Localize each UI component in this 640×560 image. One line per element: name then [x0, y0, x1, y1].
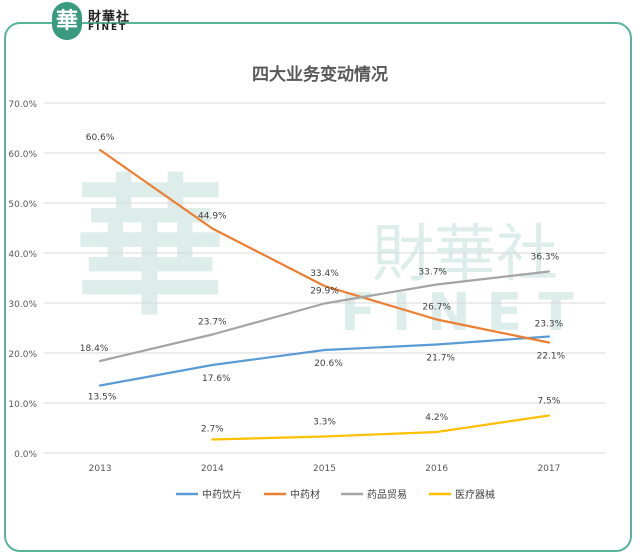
x-tick-label: 2017 — [537, 464, 560, 474]
data-label: 21.7% — [426, 354, 455, 364]
data-label: 23.7% — [198, 318, 227, 328]
y-tick-label: 20.0% — [8, 350, 37, 360]
data-label: 33.4% — [310, 269, 339, 279]
logo-name-cn: 財華社 — [88, 10, 131, 25]
series-line-4 — [211, 414, 550, 441]
data-label: 36.3% — [531, 253, 560, 263]
data-label: 17.6% — [202, 374, 231, 384]
legend-label[interactable]: 中药饮片 — [202, 488, 242, 501]
y-tick-label: 70.0% — [8, 100, 37, 110]
y-tick-label: 10.0% — [8, 400, 37, 410]
watermark-mark: 華 — [75, 160, 225, 336]
data-label: 60.6% — [86, 133, 115, 143]
data-label: 7.5% — [537, 397, 560, 407]
x-tick-label: 2014 — [201, 464, 224, 474]
x-tick-label: 2016 — [425, 464, 448, 474]
legend-label[interactable]: 药品贸易 — [367, 489, 407, 501]
legend-label[interactable]: 中药材 — [290, 488, 320, 501]
x-tick-label: 2015 — [313, 464, 336, 474]
data-label: 20.6% — [314, 359, 343, 369]
y-tick-label: 60.0% — [8, 150, 37, 160]
logo-mark: 華 — [52, 2, 82, 40]
data-label: 33.7% — [418, 268, 447, 278]
y-tick-label: 40.0% — [8, 250, 37, 260]
series-line-2 — [99, 148, 550, 344]
x-tick-label: 2013 — [89, 464, 112, 474]
data-label: 26.7% — [422, 303, 451, 313]
data-label: 13.5% — [88, 393, 117, 403]
legend-label[interactable]: 医疗器械 — [455, 488, 495, 501]
data-label: 18.4% — [80, 344, 109, 354]
series — [99, 148, 550, 441]
axes: 0.0% 10.0% 20.0% 30.0% 40.0% 50.0% 60.0% 70.0% 2… — [8, 100, 560, 474]
finet-logo: 華 財華社 FINET — [52, 2, 172, 42]
series-line-1 — [99, 335, 550, 387]
grid — [44, 102, 605, 454]
data-label: 44.9% — [198, 212, 227, 222]
chart-frame — [4, 22, 632, 552]
data-label: 4.2% — [425, 413, 448, 423]
data-label: 22.1% — [537, 352, 566, 362]
logo-name-en: FINET — [88, 23, 128, 33]
data-label: 3.3% — [313, 418, 336, 428]
watermark-en: FINET — [340, 283, 589, 343]
y-tick-label: 0.0% — [14, 450, 37, 460]
legend[interactable]: 中药饮片 中药材 药品贸易 医疗器械 — [176, 488, 495, 501]
data-labels: 13.5% 17.6% 20.6% 21.7% 23.3% 60.6% 44.9% 33.4%… — [80, 133, 566, 435]
data-label: 29.9% — [310, 287, 339, 297]
y-tick-label: 30.0% — [8, 300, 37, 310]
series-line-3 — [99, 270, 550, 363]
y-tick-label: 50.0% — [8, 200, 37, 210]
chart-title: 四大业务变动情况 — [252, 64, 388, 85]
data-label: 2.7% — [201, 425, 224, 435]
data-label: 23.3% — [535, 320, 564, 330]
